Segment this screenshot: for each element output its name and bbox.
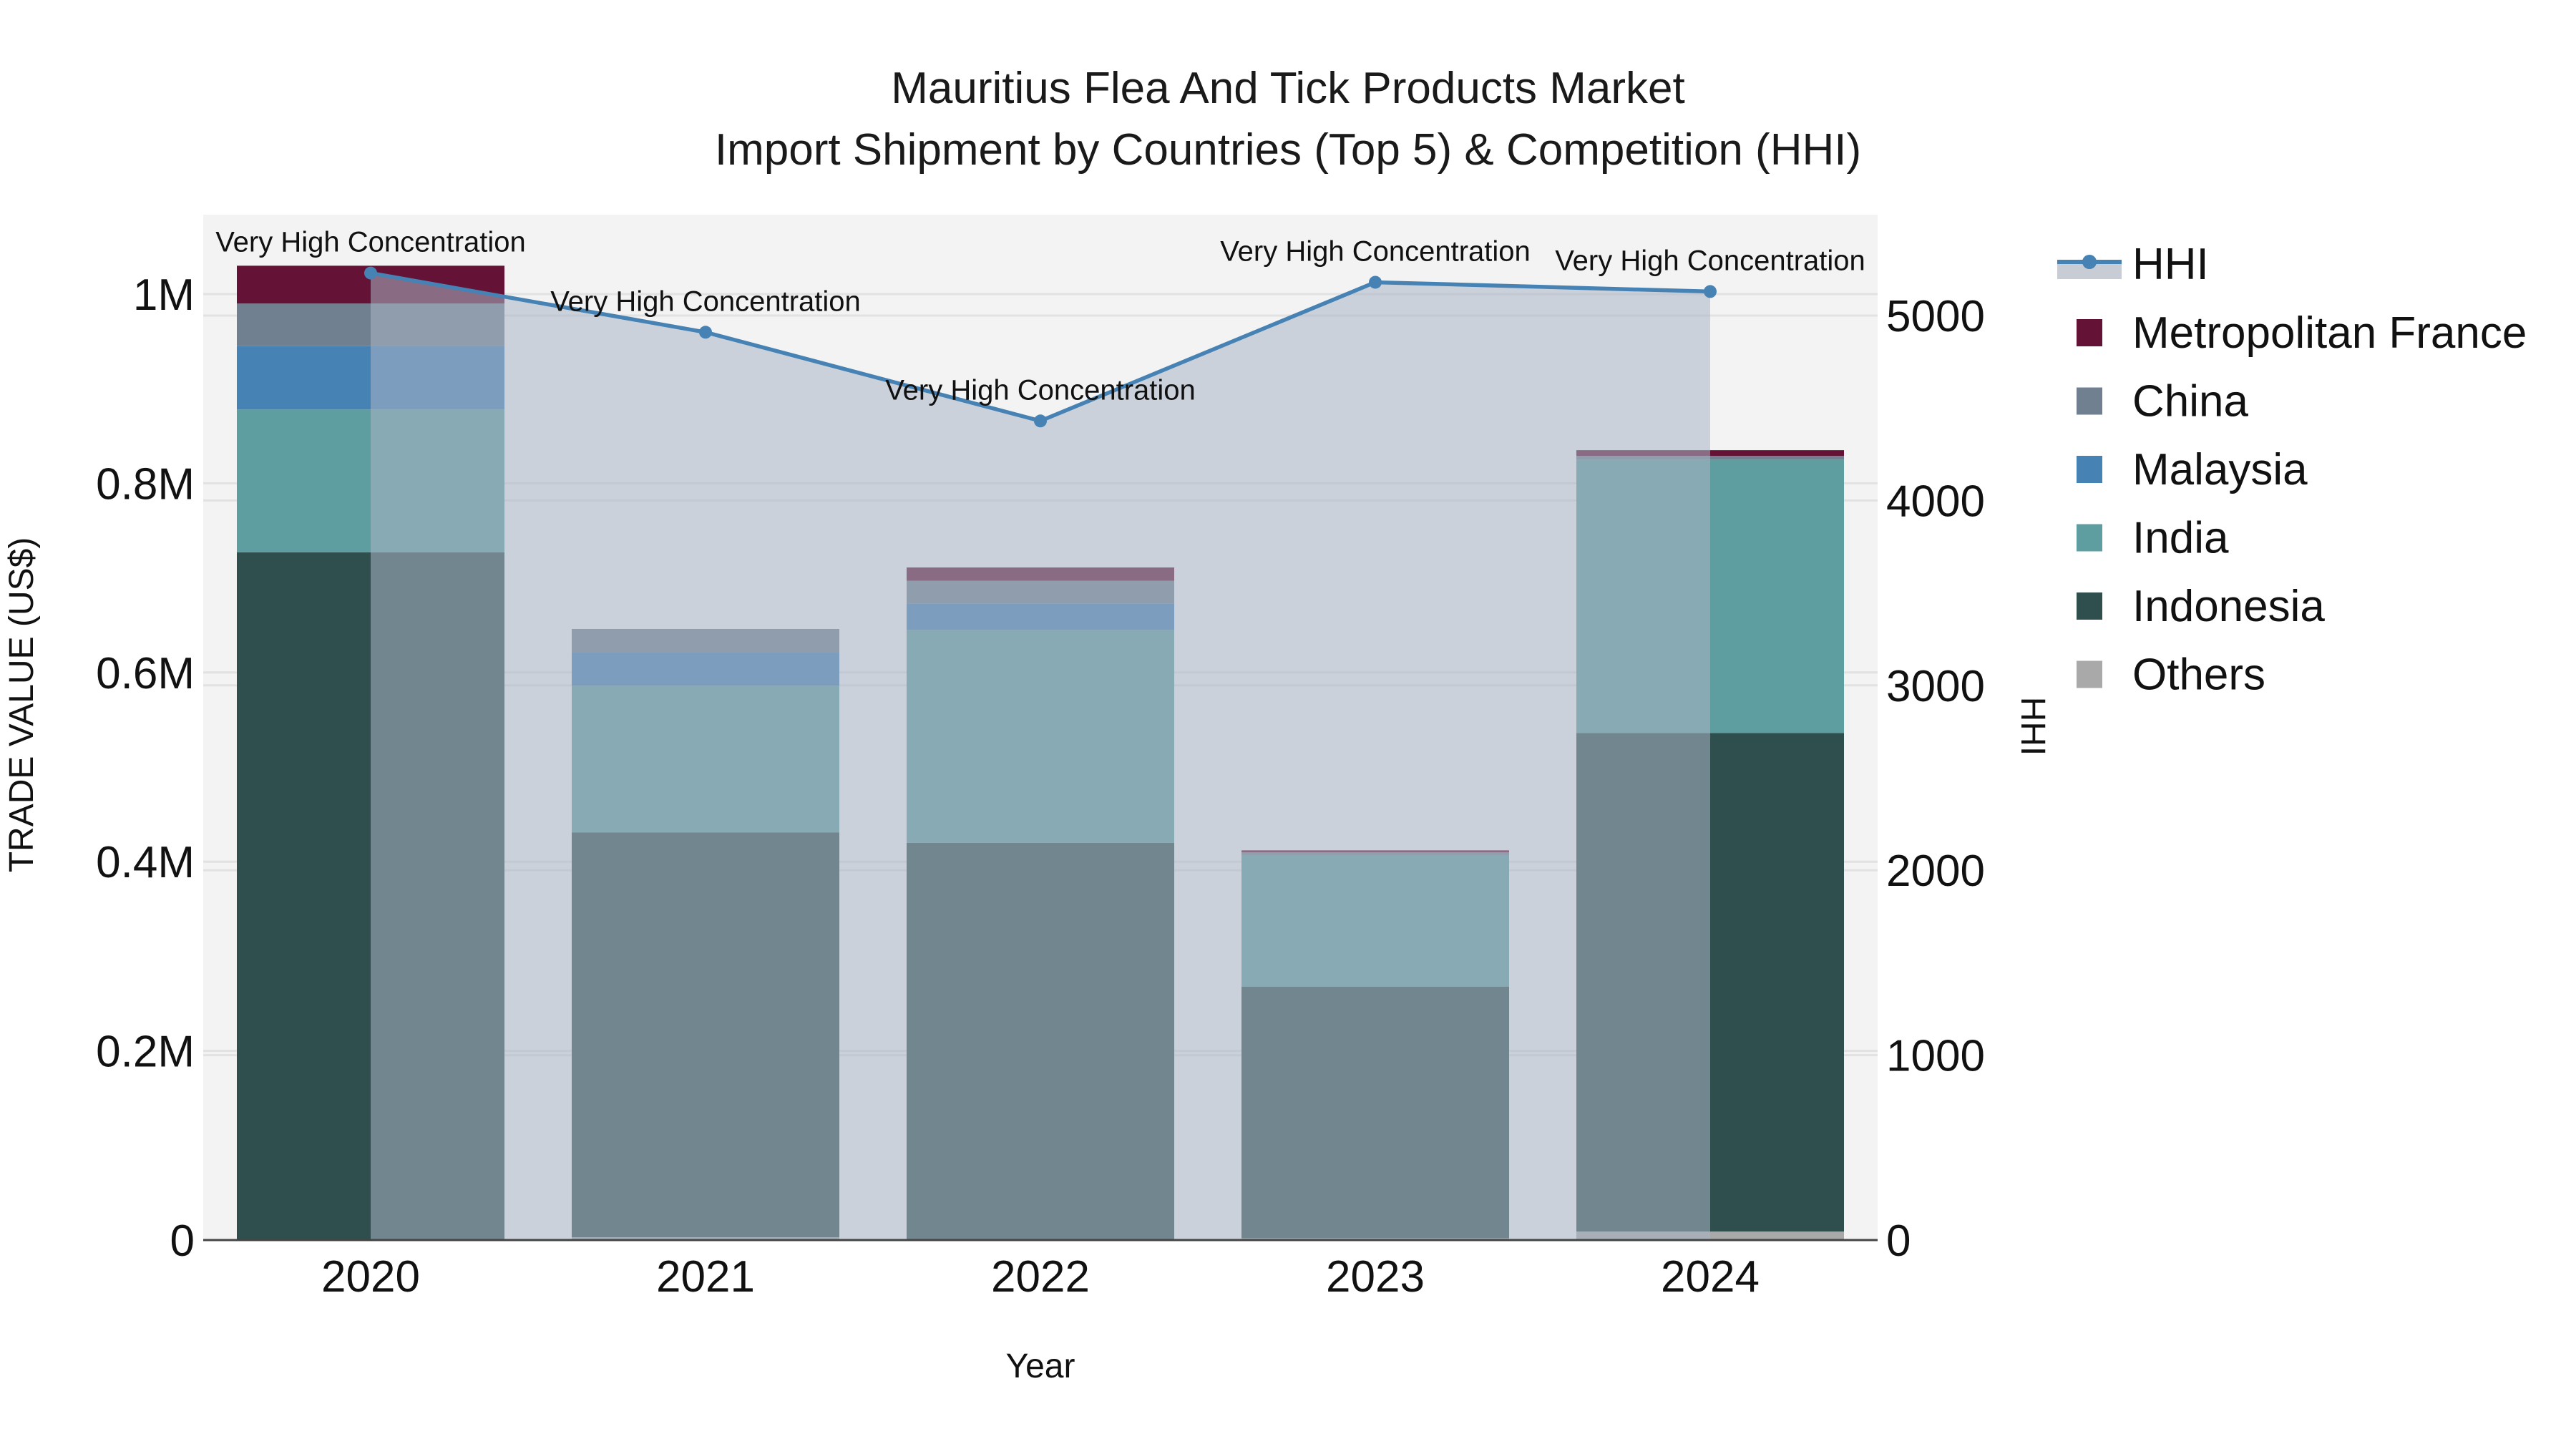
legend-label-indonesia: Indonesia	[2132, 582, 2325, 631]
x-tick-label: 2021	[656, 1252, 755, 1302]
legend-label-india: India	[2132, 514, 2229, 563]
hhi-marker	[1034, 414, 1047, 428]
y2-tick-label: 1000	[1886, 1032, 1985, 1081]
legend-swatch-indonesia	[2077, 592, 2102, 620]
hhi-area	[371, 273, 1710, 1240]
hhi-marker	[699, 326, 712, 339]
hhi-annotation: Very High Concentration	[550, 286, 861, 317]
legend-swatch-india	[2077, 524, 2102, 552]
hhi-annotation: Very High Concentration	[1220, 235, 1531, 267]
y2-axis-title: HHI	[2014, 697, 2051, 756]
legend-swatch-malaysia	[2077, 456, 2102, 483]
y2-tick-label: 3000	[1886, 662, 1985, 711]
hhi-marker	[364, 266, 377, 280]
chart-title-line2: Import Shipment by Countries (Top 5) & C…	[714, 125, 1862, 175]
legend-swatch-others	[2077, 660, 2102, 688]
y2-tick-label: 5000	[1886, 292, 1985, 341]
x-tick-label: 2022	[991, 1252, 1090, 1302]
x-tick-label: 2023	[1326, 1252, 1425, 1302]
y-axis-title: TRADE VALUE (US$)	[3, 537, 41, 873]
hhi-annotation: Very High Concentration	[885, 374, 1196, 406]
y-tick-label: 0.2M	[96, 1028, 195, 1077]
y-tick-label: 0.8M	[96, 459, 195, 509]
y2-tick-label: 2000	[1886, 847, 1985, 896]
hhi-annotation: Very High Concentration	[1555, 245, 1865, 276]
hhi-annotation: Very High Concentration	[215, 227, 526, 258]
y-tick-label: 1M	[133, 270, 195, 320]
y-tick-label: 0.4M	[96, 838, 195, 887]
x-axis-title: Year	[1006, 1347, 1075, 1385]
y2-tick-label: 4000	[1886, 477, 1985, 526]
y-tick-label: 0.6M	[96, 649, 195, 698]
y2-tick-label: 0	[1886, 1216, 1911, 1266]
hhi-marker	[1369, 275, 1382, 289]
legend-hhi-marker-icon	[2082, 255, 2097, 269]
y-tick-label: 0	[170, 1216, 195, 1266]
x-tick-label: 2020	[321, 1252, 420, 1302]
hhi-marker	[1704, 285, 1717, 298]
legend-swatch-china	[2077, 387, 2102, 415]
legend: HHI Metropolitan France China Malaysia India…	[2057, 240, 2527, 700]
legend-label-others: Others	[2132, 650, 2265, 700]
chart-title-line1: Mauritius Flea And Tick Products Market	[891, 64, 1685, 113]
legend-swatch-metropolitan-france	[2077, 319, 2102, 346]
legend-label-hhi: HHI	[2132, 240, 2209, 289]
legend-label-china: China	[2132, 377, 2249, 426]
legend-label-metropolitan-france: Metropolitan France	[2132, 308, 2527, 358]
x-tick-label: 2024	[1661, 1252, 1760, 1302]
legend-label-malaysia: Malaysia	[2132, 445, 2308, 494]
